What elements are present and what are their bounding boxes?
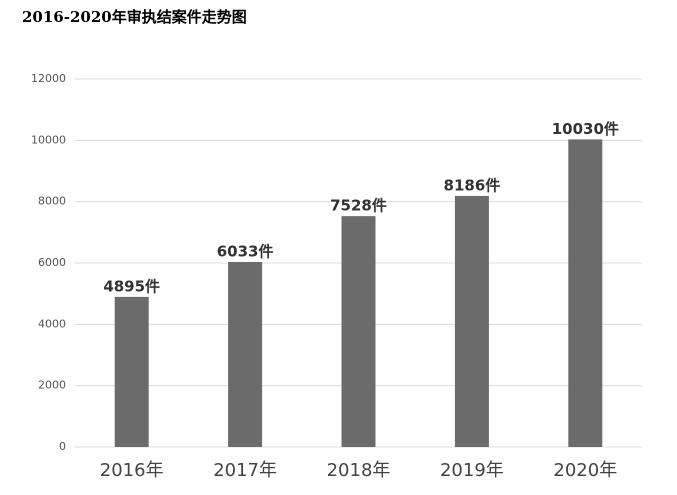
data-label: 8186件 xyxy=(444,176,501,194)
x-tick-label: 2017年 xyxy=(213,460,277,481)
chart-title: 2016-2020年审执结案件走势图 xyxy=(22,8,247,26)
data-label: 6033件 xyxy=(217,242,274,260)
x-tick-label: 2016年 xyxy=(100,460,164,481)
bar xyxy=(568,139,603,447)
bar xyxy=(228,261,263,447)
data-label: 4895件 xyxy=(103,277,160,295)
bar xyxy=(341,216,376,447)
y-tick-label: 6000 xyxy=(38,256,66,269)
x-tick-label: 2019年 xyxy=(440,460,504,481)
bar xyxy=(454,195,489,447)
y-tick-label: 12000 xyxy=(31,72,66,85)
data-label: 7528件 xyxy=(330,197,387,215)
bar xyxy=(114,296,149,447)
y-tick-label: 2000 xyxy=(38,379,66,392)
data-label: 10030件 xyxy=(552,120,619,138)
y-tick-label: 10000 xyxy=(31,133,66,146)
y-tick-label: 4000 xyxy=(38,317,66,330)
y-tick-label: 0 xyxy=(59,440,66,453)
x-tick-label: 2018年 xyxy=(327,460,391,481)
y-tick-label: 8000 xyxy=(38,195,66,208)
x-tick-label: 2020年 xyxy=(553,460,617,481)
